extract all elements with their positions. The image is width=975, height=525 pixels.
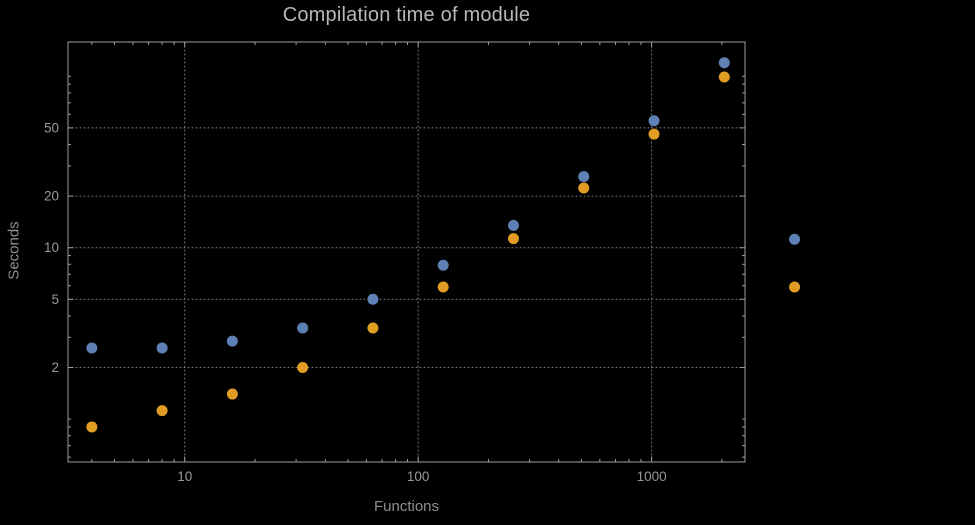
x-tick-label: 10: [177, 469, 192, 484]
data-point-series-blue: [297, 322, 309, 334]
data-point-series-orange: [367, 322, 379, 334]
data-point-series-blue: [156, 342, 168, 354]
data-point-series-orange: [437, 281, 449, 293]
data-point-series-orange: [156, 405, 168, 417]
data-point-series-blue: [86, 342, 98, 354]
data-point-series-blue: [507, 219, 519, 231]
data-point-series-blue: [367, 293, 379, 305]
plot-frame: [67, 41, 746, 463]
data-point-series-orange: [297, 362, 309, 374]
y-tick-label: 2: [51, 360, 59, 375]
y-axis-label: Seconds: [5, 221, 23, 280]
y-tick-label: 20: [44, 189, 59, 204]
data-point-series-orange: [648, 128, 660, 140]
x-tick-label: 1000: [637, 469, 667, 484]
data-point-series-blue: [437, 259, 449, 271]
y-tick-label: 50: [44, 120, 59, 135]
data-point-series-blue: [226, 335, 238, 347]
data-point-series-blue: [578, 171, 590, 183]
x-axis-label: Functions: [373, 498, 440, 515]
data-point-series-blue: [648, 115, 660, 127]
y-tick-label: 10: [44, 240, 59, 255]
data-point-series-orange: [86, 421, 98, 433]
data-point-series-blue: [718, 57, 730, 69]
chart-title: Compilation time of module: [282, 4, 531, 26]
data-point-series-orange: [578, 182, 590, 194]
data-point-series-orange: [507, 233, 519, 245]
data-point-series-orange: [226, 388, 238, 400]
data-point-series-blue: [789, 233, 801, 245]
x-tick-label: 100: [407, 469, 430, 484]
y-tick-label: 5: [51, 292, 59, 307]
data-point-series-orange: [718, 71, 730, 83]
data-point-series-orange: [789, 281, 801, 293]
